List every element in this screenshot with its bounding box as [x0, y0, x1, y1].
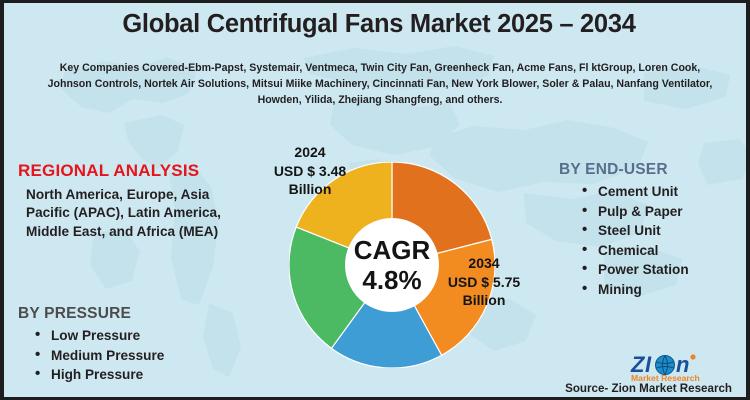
callout-2034-year: 2034 — [468, 255, 500, 271]
list-item: Steel Unit — [579, 220, 746, 241]
zion-logo-svg: Z I n Market Research — [630, 352, 700, 383]
by-pressure-item-label: High Pressure — [51, 367, 144, 382]
list-item: Cement Unit — [579, 181, 746, 202]
donut-slice — [330, 263, 443, 368]
by-pressure-item-label: Medium Pressure — [51, 347, 165, 363]
list-item: Medium Pressure — [32, 345, 248, 366]
svg-text:Market Research: Market Research — [631, 373, 700, 383]
by-end-user-item-label: Steel Unit — [598, 223, 661, 238]
list-item: Pulp & Paper — [579, 201, 746, 222]
by-end-user-item-label: Power Station — [598, 262, 689, 277]
by-end-user-list: Cement Unit Pulp & Paper Steel Unit Chem… — [579, 181, 746, 300]
callout-2034-amount: USD $ 5.75 — [447, 273, 521, 290]
by-end-user-item-label: Mining — [598, 281, 642, 297]
by-pressure-heading: BY PRESSURE — [18, 305, 132, 322]
donut-chart-svg — [289, 162, 495, 368]
source-label: Source- Zion Market Research — [565, 382, 732, 395]
callout-2034-unit: Billion — [462, 292, 506, 308]
key-companies-text: Key Companies Covered-Ebm-Papst, Systema… — [47, 62, 713, 107]
svg-text:I: I — [645, 352, 652, 377]
by-pressure-list: Low Pressure Medium Pressure High Pressu… — [32, 325, 248, 385]
by-end-user-item-label: Cement Unit — [598, 184, 679, 199]
list-item: Mining — [579, 279, 746, 300]
by-end-user-item-label: Chemical — [598, 242, 659, 258]
list-item: Power Station — [579, 259, 746, 280]
regional-analysis-text: North America, Europe, Asia Pacific (APA… — [26, 187, 221, 239]
donut-hole — [345, 218, 439, 312]
page-title: Global Centrifugal Fans Market 2025 – 20… — [122, 10, 636, 38]
by-end-user-item-label: Pulp & Paper — [598, 203, 683, 219]
by-end-user-heading: BY END-USER — [559, 161, 668, 178]
zion-market-research-logo: Z I n Market Research — [629, 352, 727, 384]
list-item: Low Pressure — [32, 325, 248, 346]
by-end-user-section: BY END-USER Cement Unit Pulp & Paper Ste… — [559, 161, 746, 300]
title-bar: Global Centrifugal Fans Market 2025 – 20… — [4, 7, 746, 41]
svg-text:Z: Z — [630, 352, 646, 377]
by-pressure-item-label: Low Pressure — [51, 328, 141, 343]
callout-2024: 2024 USD $ 3.48 Billion — [249, 143, 371, 199]
callout-2024-unit: Billion — [288, 181, 332, 197]
regional-analysis-heading: REGIONAL ANALYSIS — [18, 161, 200, 180]
callout-2034: 2034 USD $ 5.75 Billion — [422, 254, 546, 310]
regional-analysis-section: REGIONAL ANALYSIS North America, Europe,… — [18, 161, 248, 241]
callout-2024-amount: USD $ 3.48 — [273, 162, 347, 179]
callout-2024-year: 2024 — [294, 144, 326, 160]
by-pressure-section: BY PRESSURE Low Pressure Medium Pressure… — [18, 305, 248, 385]
list-item: High Pressure — [32, 364, 248, 385]
list-item: Chemical — [579, 240, 746, 261]
svg-text:n: n — [676, 352, 689, 377]
